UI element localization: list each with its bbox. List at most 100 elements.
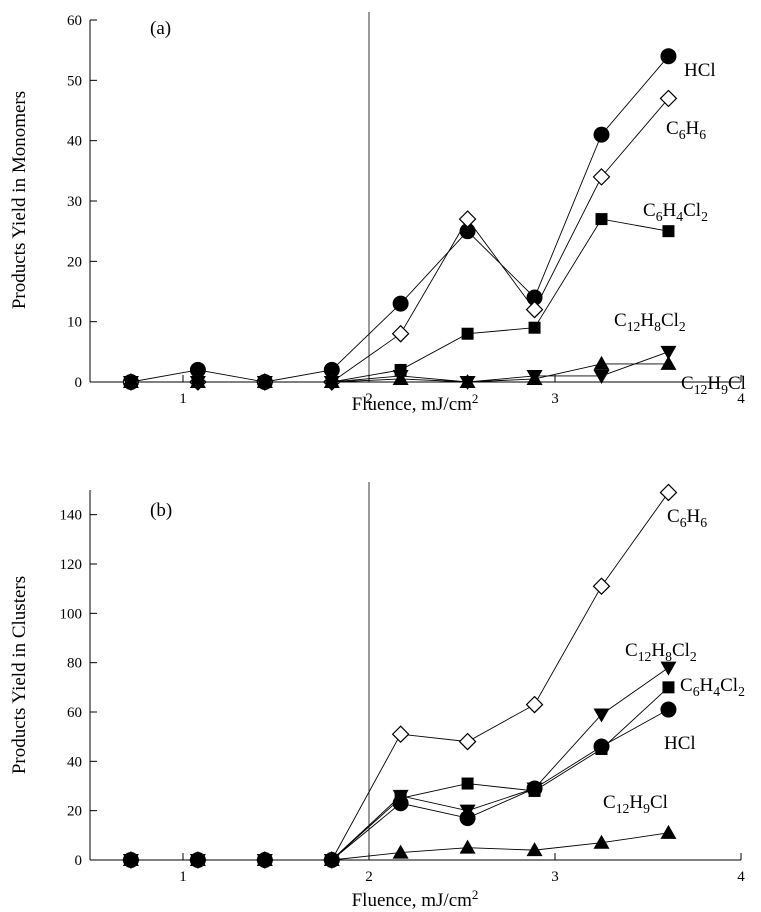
data-point: [659, 89, 678, 108]
data-point: [392, 370, 409, 385]
data-point: [122, 852, 139, 866]
panel-label: (a): [150, 18, 171, 39]
data-point: [323, 852, 340, 866]
data-point: [189, 374, 206, 388]
x-tick-label: 3: [551, 869, 559, 885]
y-tick-label: 80: [67, 656, 82, 672]
data-point: [256, 374, 273, 388]
data-point: [660, 355, 677, 370]
y-tick-label: 60: [67, 705, 82, 721]
y-tick-label: 50: [67, 73, 82, 89]
y-tick-label: 20: [67, 804, 82, 820]
data-point: [660, 661, 677, 676]
data-point: [459, 374, 476, 388]
data-point: [528, 321, 541, 334]
series-label: C6H6: [667, 506, 707, 530]
data-point: [458, 210, 477, 228]
series-label: C12H8Cl2: [614, 310, 686, 334]
y-tick-label: 20: [67, 254, 82, 270]
series-line: [130, 667, 669, 861]
data-point: [392, 795, 409, 812]
y-tick-label: 10: [67, 315, 82, 331]
data-point: [659, 483, 678, 502]
chart-panel-a: 0 10 20 30 40 50 60 1 2 3 4 (a) Fluence, mJ/cm2 Produ…: [9, 12, 746, 415]
data-point: [593, 369, 610, 384]
data-point: [660, 345, 677, 360]
data-point: [461, 327, 474, 340]
data-point: [526, 370, 543, 385]
x-tick-label: 4: [737, 391, 745, 407]
x-tick-label: 1: [179, 391, 187, 407]
data-point: [526, 842, 543, 857]
y-tick-label: 120: [60, 557, 83, 573]
series-HCl: HCl: [122, 701, 696, 868]
data-point: [391, 725, 410, 744]
y-axis-label: Products Yield in Clusters: [9, 576, 30, 774]
data-point: [122, 374, 139, 388]
y-tick-label: 40: [67, 134, 82, 150]
data-point: [662, 681, 675, 694]
series-C12H9Cl: C12H9Cl: [122, 355, 746, 397]
data-point: [459, 810, 476, 827]
series-C12H8Cl2: C12H8Cl2: [122, 640, 697, 868]
x-axis-label: Fluence, mJ/cm2: [352, 391, 479, 415]
y-tick-label: 60: [67, 13, 82, 29]
data-point: [323, 361, 340, 378]
series-label: C6H6: [666, 118, 706, 142]
data-point: [593, 834, 610, 849]
y-tick-label: 0: [75, 375, 83, 391]
series-label: C12H9Cl: [681, 373, 746, 397]
data-point: [593, 126, 610, 143]
series-C6H6: C6H6: [122, 89, 706, 391]
x-tick-label: 4: [737, 869, 745, 885]
data-point: [189, 852, 206, 866]
data-point: [662, 225, 675, 238]
x-axis-label: Fluence, mJ/cm2: [352, 887, 479, 911]
y-tick-label: 100: [60, 606, 83, 622]
series-label: HCl: [664, 733, 696, 754]
data-point: [458, 732, 477, 751]
x-tick-label: 1: [179, 869, 187, 885]
data-point: [392, 844, 409, 859]
chart-panel-b: 0 20 40 60 80 100 120 140 1 2 3 4 (b) Fluence, mJ/cm2…: [9, 482, 745, 911]
data-point: [256, 852, 273, 866]
series-label: C6H4Cl2: [643, 200, 708, 224]
data-point: [323, 374, 340, 388]
data-point: [592, 577, 611, 596]
series-line: [130, 687, 669, 861]
y-tick-label: 140: [60, 508, 83, 524]
x-tick-label: 2: [365, 869, 373, 885]
series-label: C6H4Cl2: [680, 675, 745, 699]
data-point: [593, 355, 610, 370]
y-tick-label: 40: [67, 754, 82, 770]
data-point: [459, 839, 476, 854]
data-point: [660, 701, 677, 718]
data-point: [459, 223, 476, 240]
data-point: [461, 777, 474, 790]
data-point: [392, 295, 409, 312]
series-C12H9Cl: C12H9Cl: [122, 792, 677, 866]
data-point: [593, 708, 610, 723]
data-point: [525, 695, 544, 714]
x-tick-label: 3: [551, 391, 559, 407]
series-C6H4Cl2: C6H4Cl2: [124, 675, 745, 866]
y-tick-label: 0: [75, 853, 83, 869]
series-C6H4Cl2: C6H4Cl2: [124, 200, 708, 388]
data-point: [592, 168, 611, 186]
y-tick-label: 30: [67, 194, 82, 210]
data-point: [595, 213, 608, 226]
data-point: [660, 824, 677, 839]
y-axis-label: Products Yield in Monomers: [9, 91, 30, 309]
data-point: [660, 48, 677, 65]
panel-label: (b): [150, 500, 172, 521]
data-point: [525, 300, 544, 319]
data-point: [391, 324, 410, 343]
series-label: C12H9Cl: [603, 792, 668, 816]
data-point: [189, 361, 206, 378]
series-HCl: HCl: [122, 48, 716, 390]
series-label: HCl: [684, 60, 716, 81]
data-point: [526, 780, 543, 797]
series-label: C12H8Cl2: [625, 640, 697, 664]
data-point: [593, 738, 610, 755]
